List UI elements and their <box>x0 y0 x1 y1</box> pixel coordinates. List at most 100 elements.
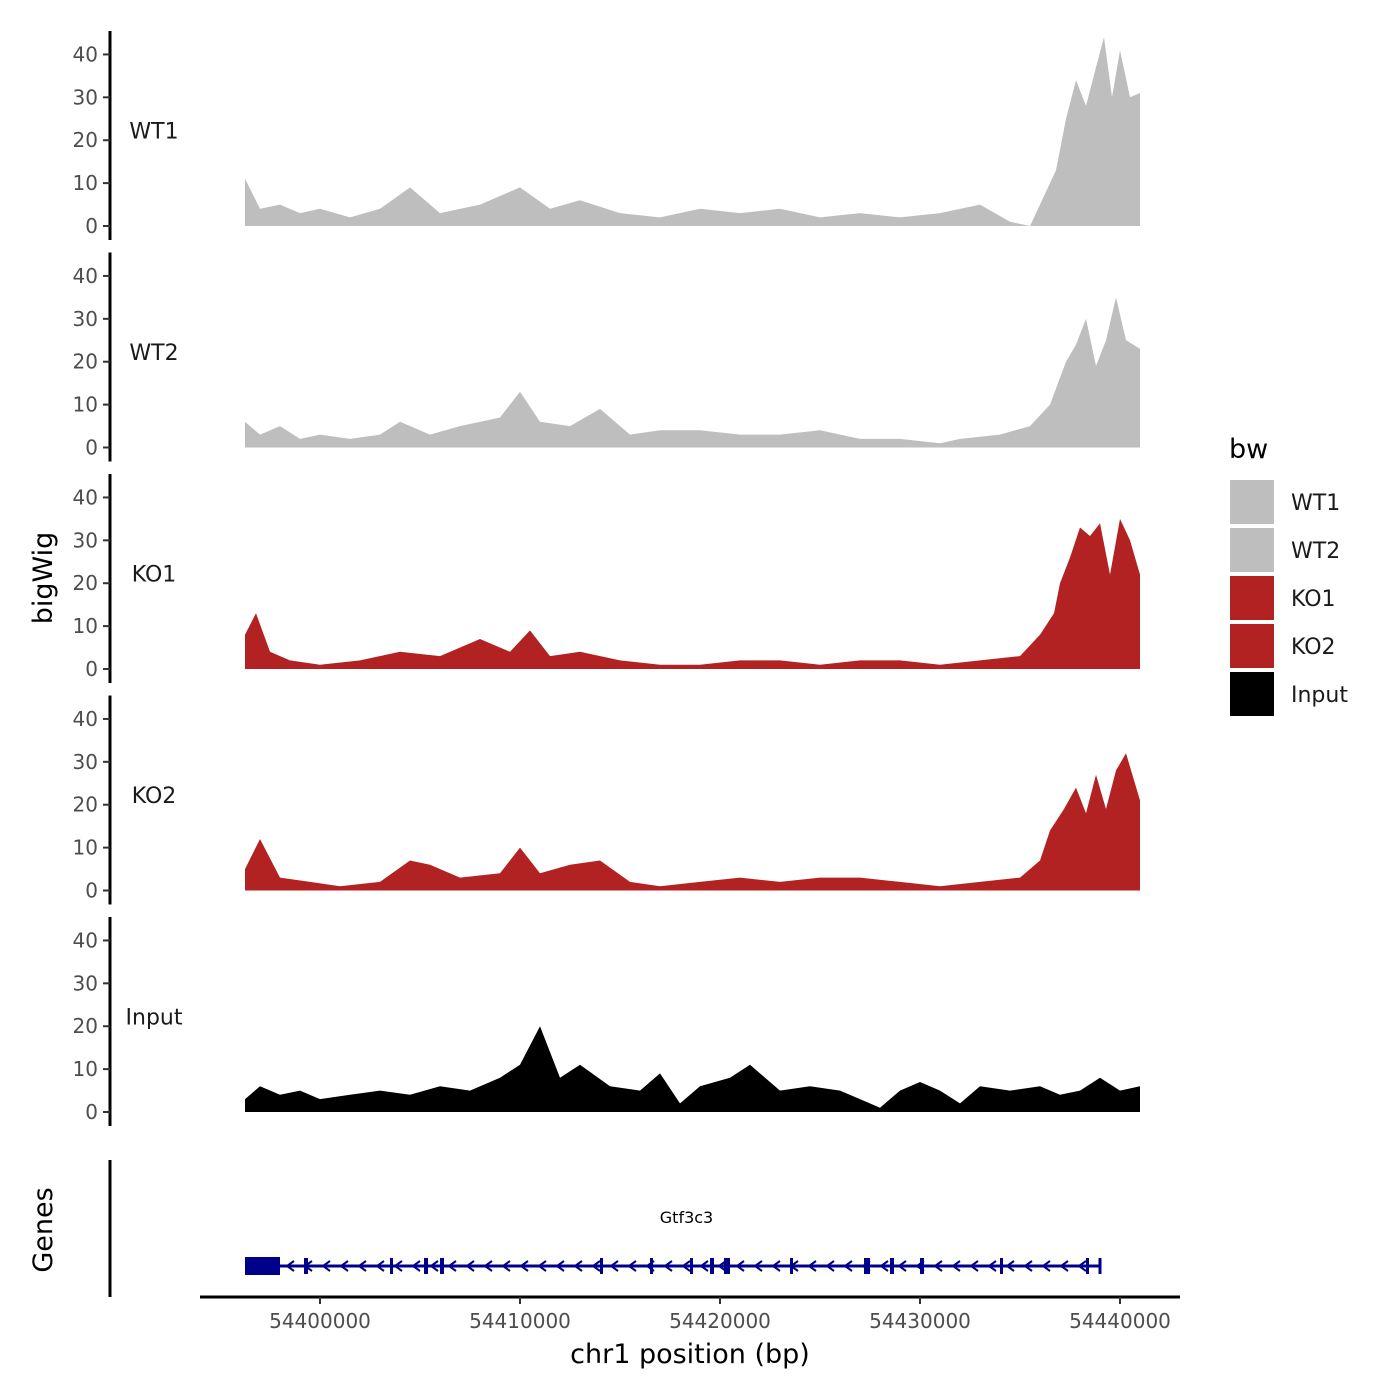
genes-axis-title: Genes <box>28 1187 59 1272</box>
legend-swatch-wt2 <box>1230 528 1274 572</box>
y-tick-label: 40 <box>73 42 98 66</box>
y-tick-label: 0 <box>85 879 98 903</box>
gene-exon <box>424 1258 428 1274</box>
gene-strand-arrow <box>537 1260 547 1272</box>
gene-strand-arrow <box>483 1260 493 1272</box>
area-input <box>245 1026 1140 1112</box>
area-wt1 <box>245 37 1140 226</box>
x-axis: chr1 position (bp) 54400000 54410000 54420… <box>200 1295 1180 1370</box>
gene-exon <box>710 1258 714 1274</box>
track-ko2: 0 10 20 30 40 KO2 <box>73 695 1140 905</box>
gene-exon <box>390 1258 393 1274</box>
x-axis-title: chr1 position (bp) <box>570 1339 810 1370</box>
y-tick-label: 0 <box>85 657 98 681</box>
gene-strand-arrow <box>1005 1260 1015 1272</box>
gene-exon <box>1000 1258 1003 1274</box>
gene-strand-arrow <box>969 1260 979 1272</box>
track-label-wt1: WT1 <box>129 120 178 145</box>
y-tick-label: 30 <box>73 971 98 995</box>
area-ko1 <box>245 518 1140 669</box>
gene-strand-arrow <box>717 1260 727 1272</box>
y-axis-title: bigWig <box>28 532 59 625</box>
gene-strand-arrow <box>1059 1260 1069 1272</box>
gene-strand-arrow <box>357 1260 367 1272</box>
y-tick-label: 10 <box>73 171 98 195</box>
track-wt1: 0 10 20 30 40 WT1 <box>73 31 1140 240</box>
gene-strand-arrow <box>771 1260 781 1272</box>
gene-strand-arrow <box>1023 1260 1033 1272</box>
gene-strand-arrow <box>987 1260 997 1272</box>
track-input: 0 10 20 30 40 Input <box>73 917 1140 1126</box>
gene-strand-arrow <box>951 1260 961 1272</box>
x-tick-label: 54410000 <box>469 1309 571 1333</box>
y-tick-label: 30 <box>73 85 98 109</box>
gene-exon <box>600 1258 603 1274</box>
gene-exon <box>724 1258 730 1274</box>
gene-strand-arrow <box>843 1260 853 1272</box>
y-tick-label: 40 <box>73 264 98 288</box>
gene-exon <box>650 1258 653 1274</box>
legend-label-wt2: WT2 <box>1291 539 1340 564</box>
gene-strand-arrow <box>897 1260 907 1272</box>
gene-exon <box>790 1258 793 1274</box>
y-tick-label: 10 <box>73 614 98 638</box>
gene-strand-arrow <box>519 1260 529 1272</box>
y-tick-label: 40 <box>73 928 98 952</box>
legend-swatch-wt1 <box>1230 480 1274 524</box>
y-tick-label: 10 <box>73 1057 98 1081</box>
x-tick-label: 54430000 <box>869 1309 971 1333</box>
gene-strand-arrow <box>627 1260 637 1272</box>
gene-strand-arrow <box>429 1260 439 1272</box>
gene-strand-arrow <box>735 1260 745 1272</box>
gene-strand-arrow <box>753 1260 763 1272</box>
gene-strand-arrow <box>825 1260 835 1272</box>
gene-exon <box>690 1258 693 1274</box>
gene-strand-arrow <box>879 1260 889 1272</box>
legend-label-ko2: KO2 <box>1291 635 1336 660</box>
gene-exon <box>864 1258 870 1274</box>
y-tick-label: 20 <box>73 128 98 152</box>
y-tick-label: 20 <box>73 1014 98 1038</box>
y-tick-label: 30 <box>73 528 98 552</box>
bigwig-tracks: 0 10 20 30 40 WT1 0 10 20 30 40 WT2 0 10 20 30 40 KO1 0 10 2… <box>73 31 1140 1126</box>
gene-exon <box>440 1258 444 1274</box>
legend-label-wt1: WT1 <box>1291 491 1340 516</box>
gene-strand-arrow <box>933 1260 943 1272</box>
track-label-wt2: WT2 <box>129 341 178 366</box>
track-label-ko2: KO2 <box>132 784 177 809</box>
legend-swatch-ko2 <box>1230 624 1274 668</box>
y-tick-label: 40 <box>73 485 98 509</box>
gene-strand-arrow <box>573 1260 583 1272</box>
x-tick-label: 54400000 <box>269 1309 371 1333</box>
y-tick-label: 20 <box>73 350 98 374</box>
gene-strand-arrow <box>555 1260 565 1272</box>
gene-strand-arrow <box>699 1260 709 1272</box>
legend-title: bw <box>1229 434 1268 465</box>
gene-exon <box>920 1258 924 1274</box>
y-tick-label: 40 <box>73 707 98 731</box>
gene-strand-arrow <box>1077 1260 1087 1272</box>
gene-strand-arrow <box>411 1260 421 1272</box>
gene-exon <box>245 1257 280 1275</box>
gene-label: Gtf3c3 <box>660 1208 713 1227</box>
y-tick-label: 0 <box>85 214 98 238</box>
x-tick-label: 54440000 <box>1069 1309 1171 1333</box>
gene-exon <box>890 1258 894 1274</box>
track-ko1: 0 10 20 30 40 KO1 <box>73 474 1140 683</box>
track-label-input: Input <box>126 1006 183 1031</box>
legend-swatch-ko1 <box>1230 576 1274 620</box>
legend-swatch-input <box>1230 672 1274 716</box>
y-tick-label: 30 <box>73 750 98 774</box>
gene-strand-arrow <box>501 1260 511 1272</box>
gene-strand-arrow <box>591 1260 601 1272</box>
gene-strand-arrow <box>339 1260 349 1272</box>
x-tick-label: 54420000 <box>669 1309 771 1333</box>
gene-strand-arrow <box>447 1260 457 1272</box>
gene-strand-arrow <box>375 1260 385 1272</box>
y-tick-label: 10 <box>73 836 98 860</box>
gene-strand-arrow <box>393 1260 403 1272</box>
area-ko2 <box>245 753 1140 891</box>
gene-strand-arrow <box>807 1260 817 1272</box>
gene-strand-arrow <box>609 1260 619 1272</box>
